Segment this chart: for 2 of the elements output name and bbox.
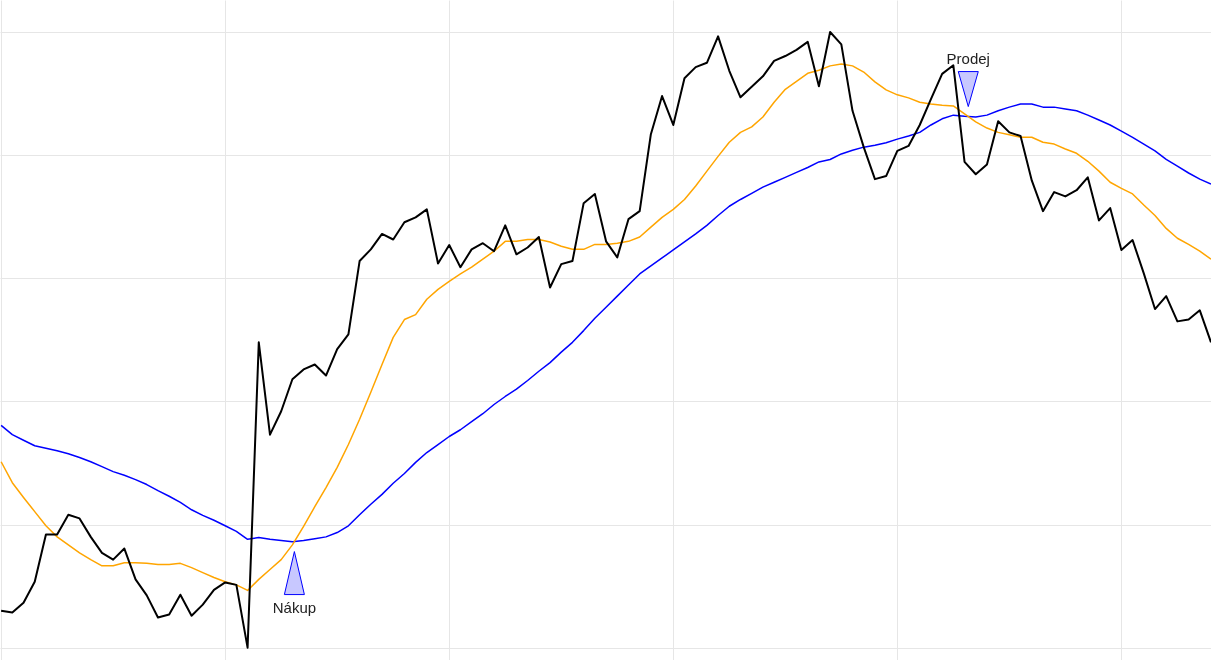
annotation: Prodej: [946, 49, 990, 67]
annotation: Nákup: [272, 598, 317, 616]
